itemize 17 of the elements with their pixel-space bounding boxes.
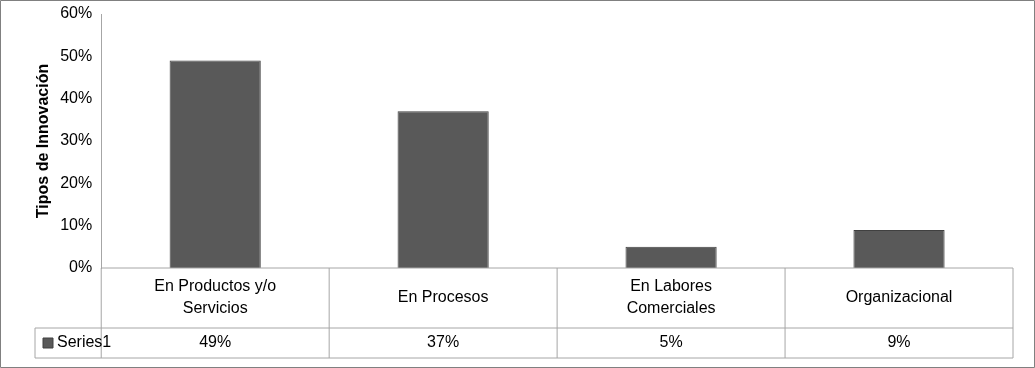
legend-label: Series1: [57, 333, 112, 351]
y-tick-label: 20%: [60, 173, 93, 191]
data-label: 37%: [427, 333, 460, 351]
y-tick-label: 0%: [69, 258, 93, 276]
data-label: 5%: [659, 333, 683, 351]
data-label: 49%: [199, 333, 232, 351]
y-tick-label: 50%: [60, 46, 93, 64]
x-tick-label: Organizacional: [845, 288, 953, 306]
y-tick-label: 40%: [60, 89, 93, 107]
x-tick-label: En Procesos: [397, 288, 489, 306]
x-tick-label: En Labores Comerciales: [626, 277, 716, 317]
y-tick-label: 60%: [60, 4, 93, 22]
y-tick-label: 10%: [60, 216, 93, 234]
data-label: 9%: [887, 333, 911, 351]
y-tick-label: 30%: [60, 131, 93, 149]
x-tick-label: En Productos y/o Servicios: [154, 277, 277, 317]
y-axis-title: Tipos de Innovación: [34, 63, 52, 219]
